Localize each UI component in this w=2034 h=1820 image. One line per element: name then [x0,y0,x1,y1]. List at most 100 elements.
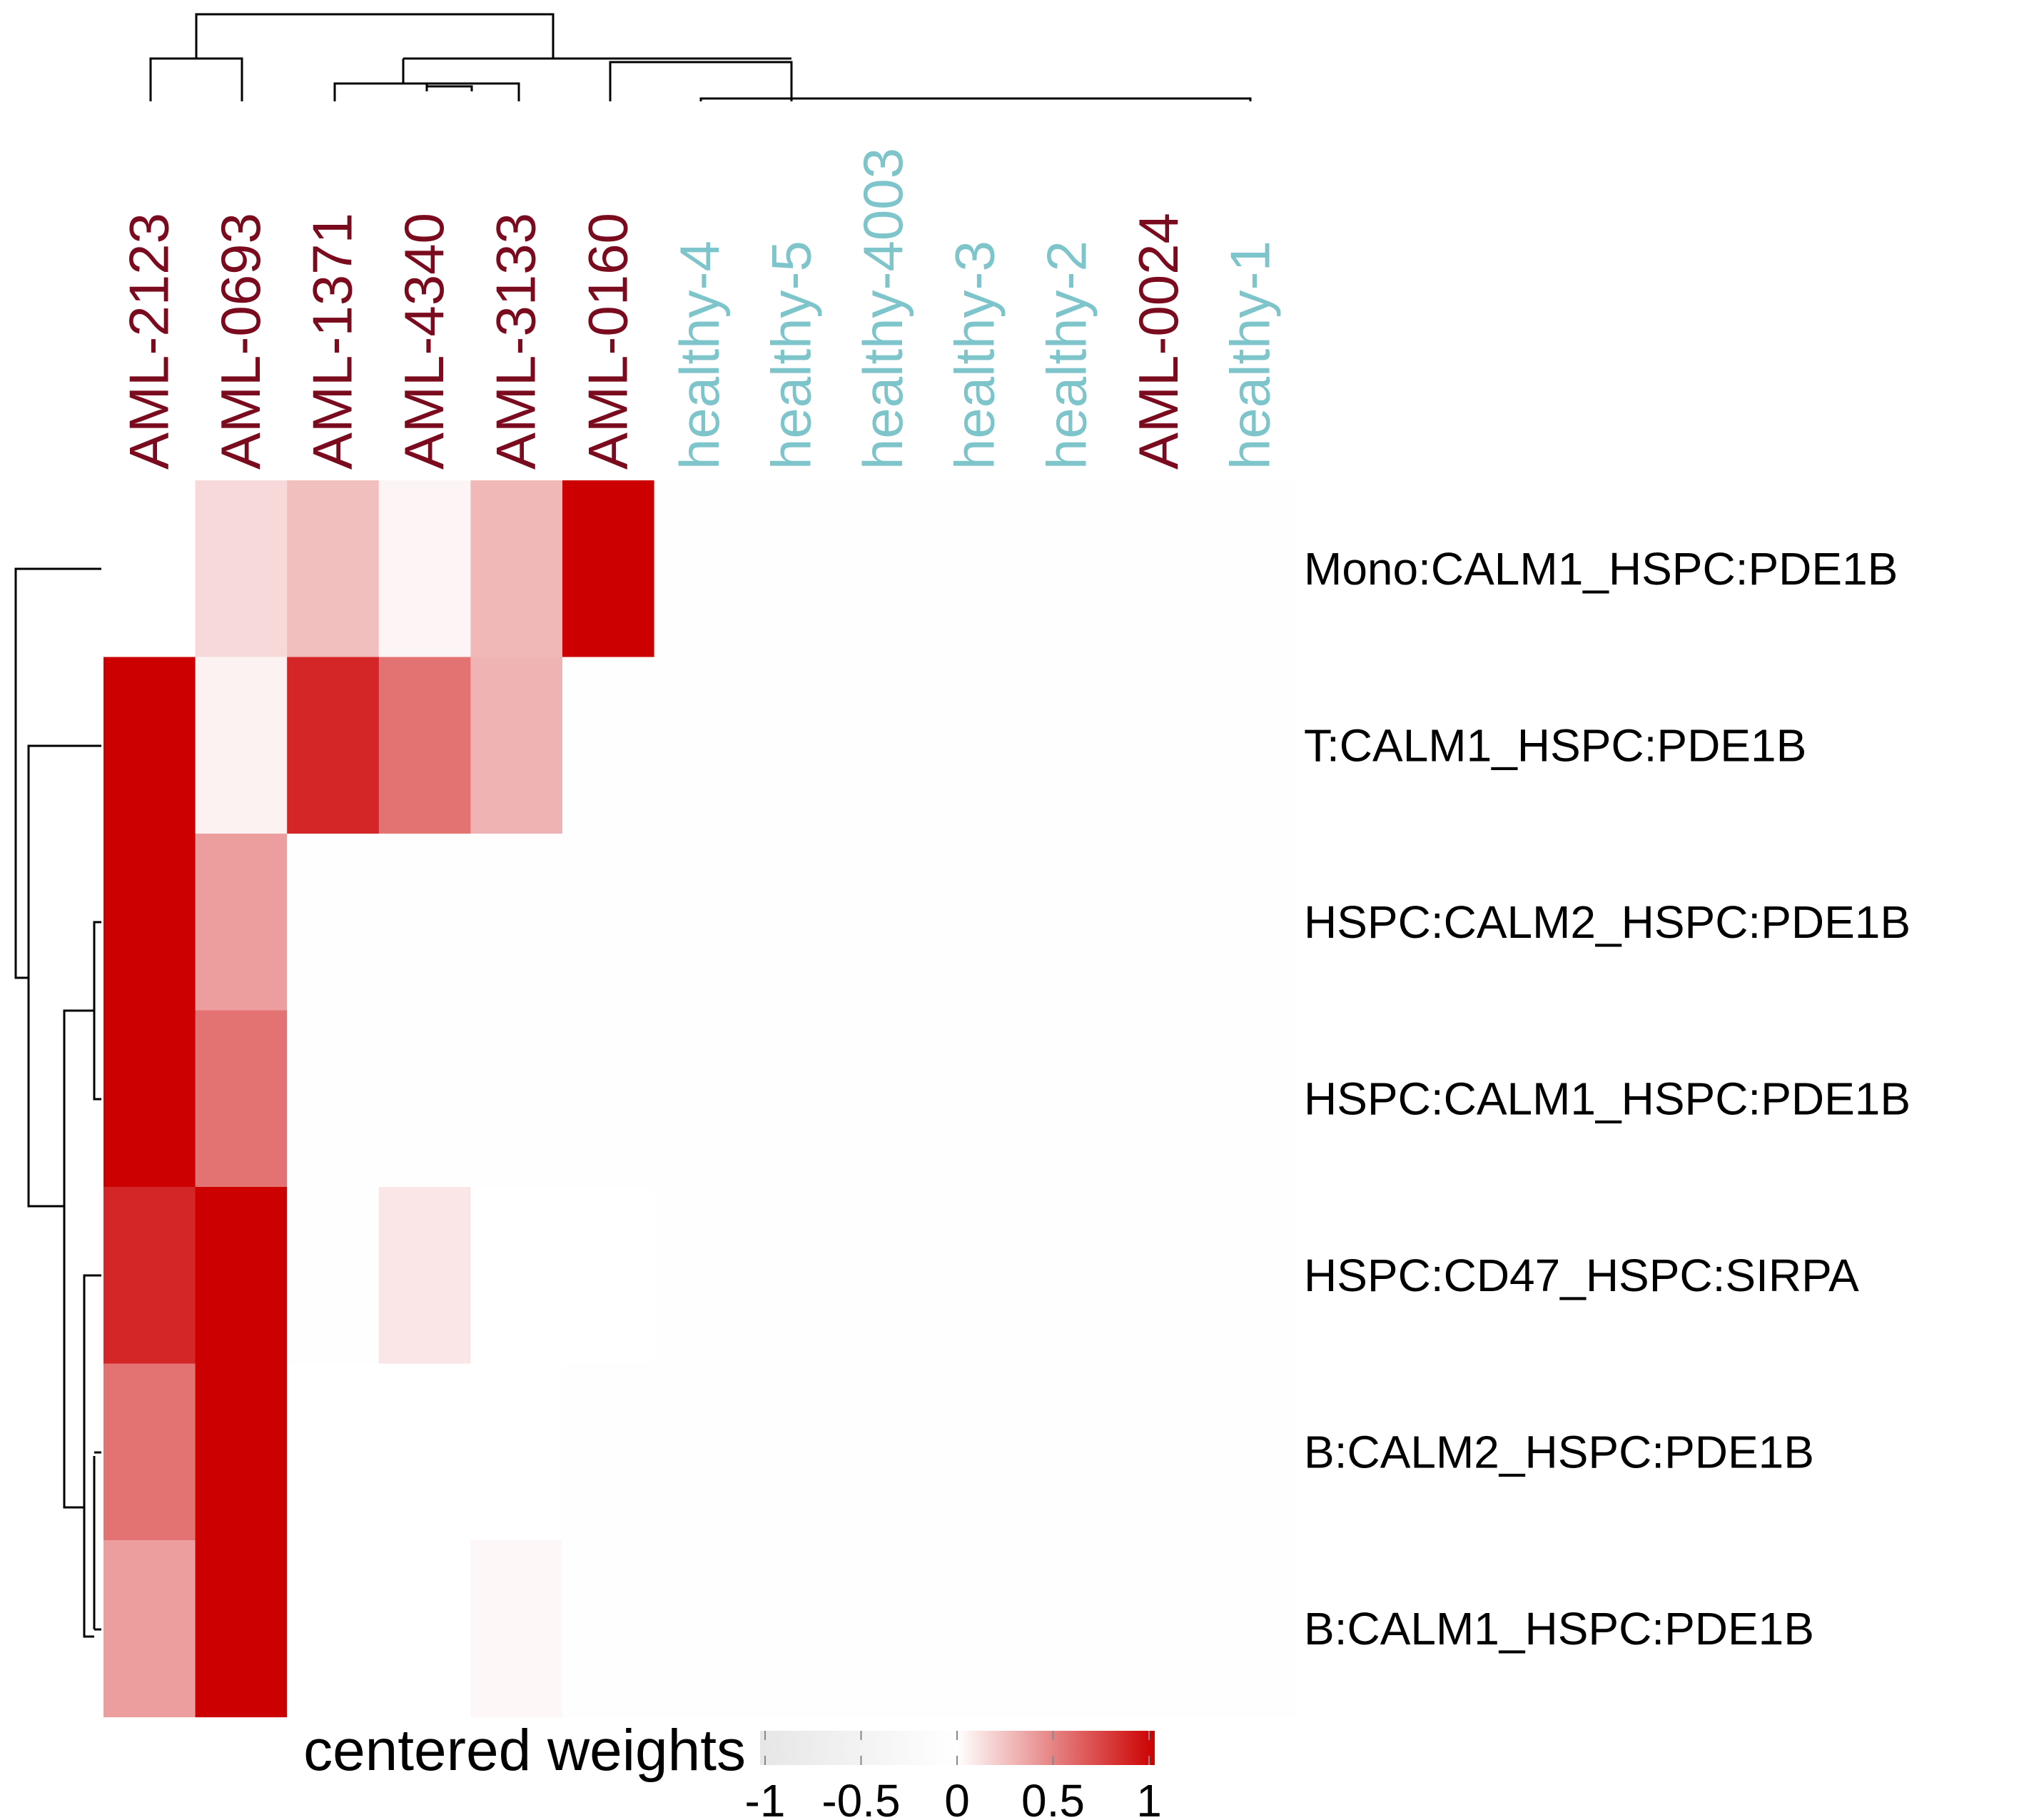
dendrogram-branch [14,567,101,979]
heatmap-cell [195,1010,288,1188]
heatmap-cell [562,1010,655,1188]
heatmap-cell [929,1363,1022,1541]
heatmap-cell [837,1363,930,1541]
heatmap-cells [103,480,1297,1718]
heatmap-cell [562,834,655,1011]
heatmap-cell [1021,657,1114,834]
dendrogram-branch [195,13,555,59]
dendrogram-branch [83,1274,101,1638]
row-labels: Mono:CALM1_HSPC:PDE1B T:CALM1_HSPC:PDE1B H… [1304,543,1911,1654]
heatmap-cell [1205,834,1297,1011]
heatmap-cell [562,1187,655,1365]
heatmap-cell [103,480,196,658]
heatmap-cell [1205,480,1297,658]
heatmap-cell [287,1187,380,1365]
heatmap-cell [654,1540,747,1718]
heatmap-cell [837,657,930,834]
heatmap-cell [470,1540,563,1718]
heatmap-cell [287,1010,380,1188]
heatmap-cell [1113,657,1205,834]
heatmap-cell [195,834,288,1011]
heatmap-cell [1113,1363,1205,1541]
legend-tick-label: 0.5 [1021,1775,1085,1820]
heatmap-cell [195,657,288,834]
heatmap-cell [746,1540,839,1718]
heatmap-cell [654,1187,747,1365]
heatmap-cell [562,480,655,658]
heatmap-cell [1113,1540,1205,1718]
column-label: AML-1371 [301,213,364,470]
dendrogram-branch [699,97,1252,101]
heatmap-cell [287,657,380,834]
heatmap-cell [287,1540,380,1718]
row-label: HSPC:CALM2_HSPC:PDE1B [1304,896,1911,948]
heatmap-cell [654,480,747,658]
column-dendrogram [149,13,1252,101]
color-legend: centered weights -1 -0.5 0 0.5 1 [303,1718,1162,1820]
heatmap-cell [195,1540,288,1718]
heatmap-cell [654,1010,747,1188]
column-label: healthy-3 [943,241,1006,470]
heatmap-cell [837,1540,930,1718]
dendrogram-branch [425,85,473,91]
row-label: HSPC:CD47_HSPC:SIRPA [1304,1250,1859,1301]
heatmap-cell [746,1363,839,1541]
heatmap-cell [1113,1187,1205,1365]
heatmap-cell [562,657,655,834]
heatmap-cell [378,1187,471,1365]
heatmap-cell [1205,657,1297,834]
row-dendrogram [14,567,101,1638]
heatmap-cell [1205,1363,1297,1541]
dendrogram-branch [27,744,101,1208]
heatmap-cell [195,480,288,658]
heatmap-cell [746,480,839,658]
heatmap-cell [654,834,747,1011]
heatmap-cell [378,834,471,1011]
column-labels: AML-2123 AML-0693 AML-1371 AML-4340 AML-3133… [117,148,1281,470]
row-label: B:CALM1_HSPC:PDE1B [1304,1603,1814,1654]
heatmap-cell [103,657,196,834]
heatmap-cell [929,834,1022,1011]
heatmap-cell [1205,1187,1297,1365]
legend-tick-label: 0 [944,1775,970,1820]
heatmap-cell [470,834,563,1011]
heatmap-cell [929,1010,1022,1188]
heatmap-cell [1113,1010,1205,1188]
heatmap-cell [837,1187,930,1365]
heatmap-cell [470,480,563,658]
legend-ticks: -1 -0.5 0 0.5 1 [745,1731,1162,1820]
legend-tick-label: 1 [1136,1775,1162,1820]
heatmap-cell [1205,1010,1297,1188]
heatmap-cell [1021,1540,1114,1718]
row-label: HSPC:CALM1_HSPC:PDE1B [1304,1073,1911,1124]
heatmap-cell [287,834,380,1011]
legend-tick-label: -1 [745,1775,786,1820]
dendrogram-branch [609,61,793,101]
heatmap-cell [103,1540,196,1718]
heatmap-cell [1021,1187,1114,1365]
column-label: healthy-4 [668,241,731,470]
heatmap-cell [470,657,563,834]
heatmap-cell [103,834,196,1011]
heatmap-cell [470,1010,563,1188]
heatmap-cell [103,1363,196,1541]
dendrogram-branch [93,921,101,1101]
heatmap-cell [837,1010,930,1188]
heatmap-cell [746,657,839,834]
dendrogram-branch [149,57,243,101]
heatmap-cell [470,1363,563,1541]
heatmap-cell [837,480,930,658]
heatmap-cell [562,1363,655,1541]
heatmap-cell [103,1010,196,1188]
heatmap-cell [1021,480,1114,658]
heatmap-cell [746,1187,839,1365]
row-label: B:CALM2_HSPC:PDE1B [1304,1426,1814,1477]
column-label: healthy-2 [1035,241,1098,470]
column-label: AML-3133 [485,213,547,470]
column-label: AML-2123 [117,213,180,470]
column-label: healthy-5 [760,241,823,470]
heatmap-cell [470,1187,563,1365]
heatmap-cell [1205,1540,1297,1718]
heatmap-cell [1021,834,1114,1011]
